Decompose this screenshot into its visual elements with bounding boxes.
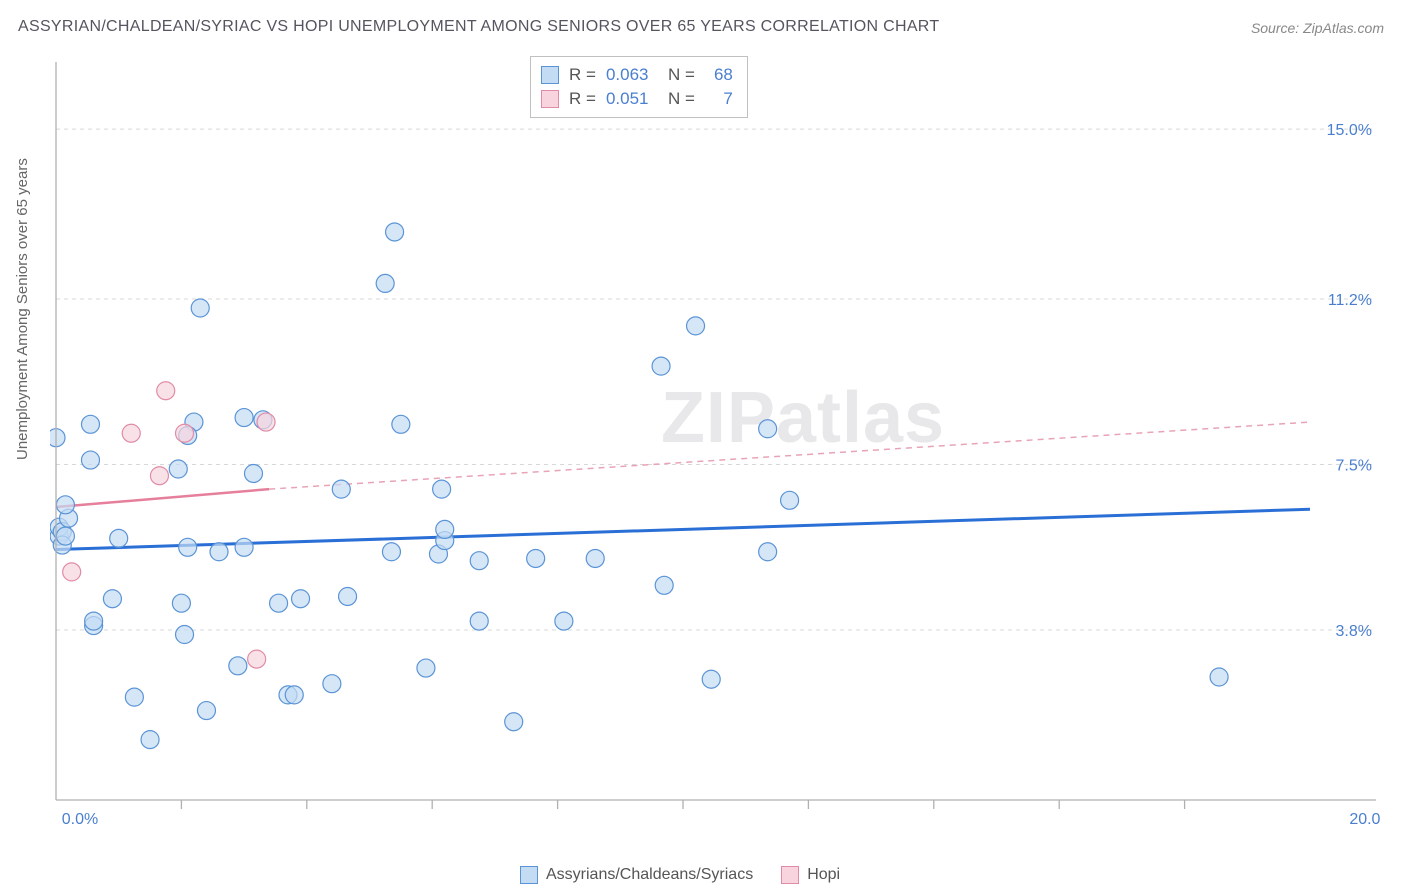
source-label: Source: ZipAtlas.com xyxy=(1251,20,1384,36)
chart-title: ASSYRIAN/CHALDEAN/SYRIAC VS HOPI UNEMPLO… xyxy=(18,18,939,36)
n-value: 7 xyxy=(705,87,733,111)
svg-text:7.5%: 7.5% xyxy=(1336,458,1372,475)
swatch-blue-icon xyxy=(520,866,538,884)
r-value: 0.051 xyxy=(606,87,658,111)
svg-text:0.0%: 0.0% xyxy=(62,811,98,828)
swatch-pink-icon xyxy=(541,90,559,108)
y-axis-label: Unemployment Among Seniors over 65 years xyxy=(14,158,31,460)
legend-item-blue: Assyrians/Chaldeans/Syriacs xyxy=(520,866,753,884)
svg-text:11.2%: 11.2% xyxy=(1328,292,1372,309)
series-legend: Assyrians/Chaldeans/Syriacs Hopi xyxy=(520,866,840,884)
legend-item-pink: Hopi xyxy=(781,866,840,884)
legend-label-blue: Assyrians/Chaldeans/Syriacs xyxy=(546,866,753,884)
r-value: 0.063 xyxy=(606,63,658,87)
legend-label-pink: Hopi xyxy=(807,866,840,884)
r-label: R = xyxy=(569,87,596,111)
scatter-plot: 3.8% 7.5% 11.2% 15.0% ZIPatlas 0.0% 20.0% xyxy=(50,50,1380,830)
correlation-legend: R = 0.063 N = 68 R = 0.051 N = 7 xyxy=(530,56,748,118)
swatch-pink-icon xyxy=(781,866,799,884)
swatch-blue-icon xyxy=(541,66,559,84)
correlation-legend-row: R = 0.063 N = 68 xyxy=(541,63,733,87)
n-value: 68 xyxy=(705,63,733,87)
n-label: N = xyxy=(668,63,695,87)
svg-text:ZIPatlas: ZIPatlas xyxy=(661,378,945,458)
svg-text:15.0%: 15.0% xyxy=(1327,122,1372,139)
correlation-legend-row: R = 0.051 N = 7 xyxy=(541,87,733,111)
svg-text:3.8%: 3.8% xyxy=(1336,623,1372,640)
n-label: N = xyxy=(668,87,695,111)
r-label: R = xyxy=(569,63,596,87)
svg-text:20.0%: 20.0% xyxy=(1349,811,1380,828)
